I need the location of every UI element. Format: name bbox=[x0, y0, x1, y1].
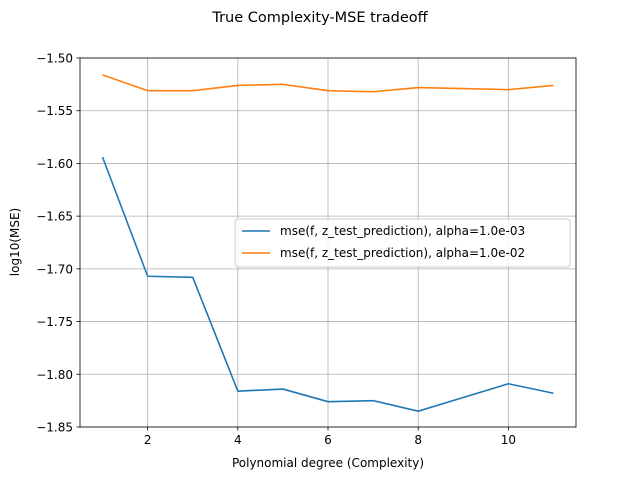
x-tick-label: 8 bbox=[414, 433, 422, 447]
y-axis-label: log10(MSE) bbox=[8, 208, 22, 276]
legend-label-series-1: mse(f, z_test_prediction), alpha=1.0e-03 bbox=[280, 224, 525, 238]
legend-label-series-2: mse(f, z_test_prediction), alpha=1.0e-02 bbox=[280, 246, 525, 260]
legend: mse(f, z_test_prediction), alpha=1.0e-03… bbox=[234, 218, 571, 268]
x-tick-label: 2 bbox=[144, 433, 152, 447]
chart-title: True Complexity-MSE tradeoff bbox=[211, 10, 428, 26]
y-tick-label: −1.65 bbox=[36, 210, 73, 224]
y-tick-label: −1.70 bbox=[36, 262, 73, 276]
x-tick-label: 10 bbox=[501, 433, 516, 447]
y-tick-label: −1.50 bbox=[36, 52, 73, 66]
x-tick-label: 4 bbox=[234, 433, 242, 447]
y-tick-label: −1.85 bbox=[36, 421, 73, 435]
x-tick-label: 6 bbox=[324, 433, 332, 447]
x-axis: 2 4 6 8 10 bbox=[144, 427, 516, 447]
x-axis-label: Polynomial degree (Complexity) bbox=[232, 456, 424, 470]
y-tick-label: −1.55 bbox=[36, 104, 73, 118]
series-line-2 bbox=[102, 74, 554, 93]
series-line-1 bbox=[101, 156, 554, 412]
y-axis: −1.85 −1.80 −1.75 −1.70 −1.65 −1.60 −1.55 −1.50 bbox=[36, 52, 80, 435]
y-tick-label: −1.75 bbox=[36, 315, 73, 329]
series-layer bbox=[101, 74, 554, 412]
y-tick-label: −1.60 bbox=[36, 157, 73, 171]
legend-box bbox=[234, 218, 571, 268]
y-tick-label: −1.80 bbox=[36, 368, 73, 382]
